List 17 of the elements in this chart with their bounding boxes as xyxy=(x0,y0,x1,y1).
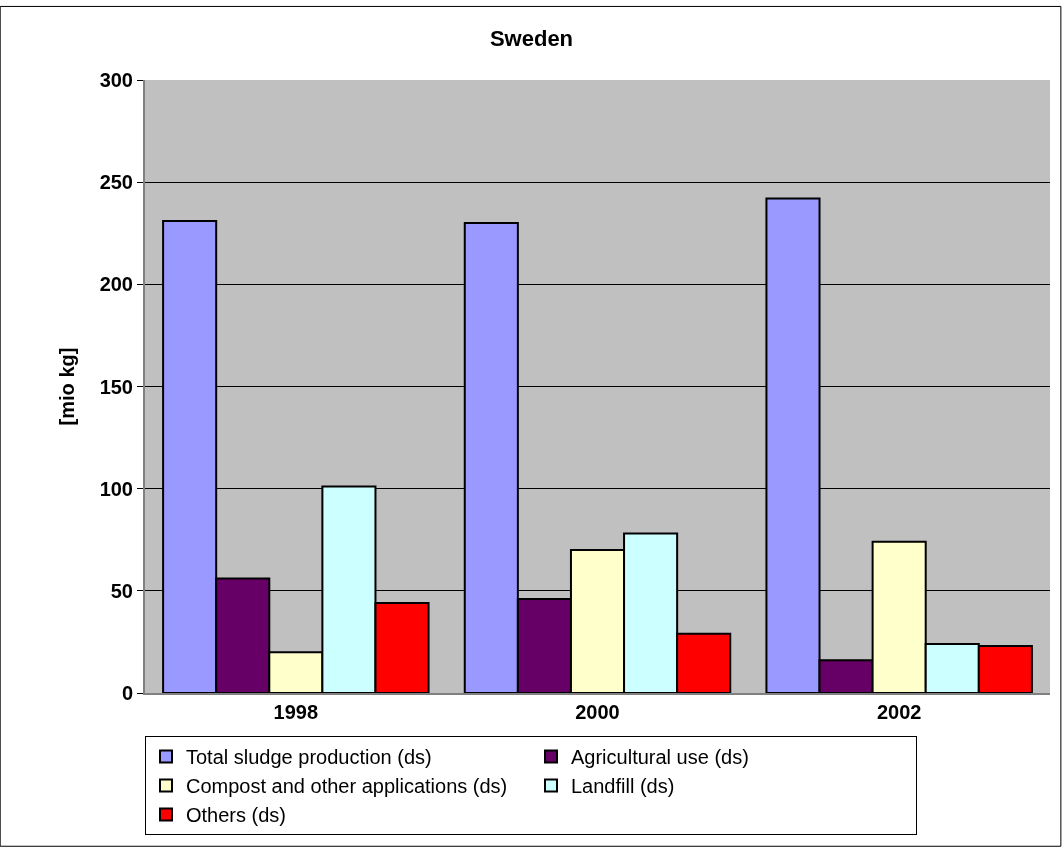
y-tick-label: 100 xyxy=(99,477,133,500)
legend-label: Landfill (ds) xyxy=(571,775,675,798)
y-tick-label: 150 xyxy=(99,375,133,398)
x-tick-label: 2000 xyxy=(575,701,620,723)
y-axis-title: [mio kg] xyxy=(55,347,78,426)
x-tick-label: 2002 xyxy=(876,701,922,723)
y-tick-label: 0 xyxy=(121,682,133,704)
legend-label: Agricultural use (ds) xyxy=(571,746,749,769)
y-tick-label: 300 xyxy=(99,69,133,91)
y-tick-label: 250 xyxy=(99,171,133,194)
legend-label: Others (ds) xyxy=(186,804,287,827)
legend-label: Compost and other applications (ds) xyxy=(186,775,508,798)
y-tick-label: 200 xyxy=(99,273,133,296)
chart-title: Sweden xyxy=(489,25,574,51)
y-tick-label: 50 xyxy=(110,579,133,602)
x-tick-label: 1998 xyxy=(273,701,319,723)
legend-label: Total sludge production (ds) xyxy=(186,746,432,769)
